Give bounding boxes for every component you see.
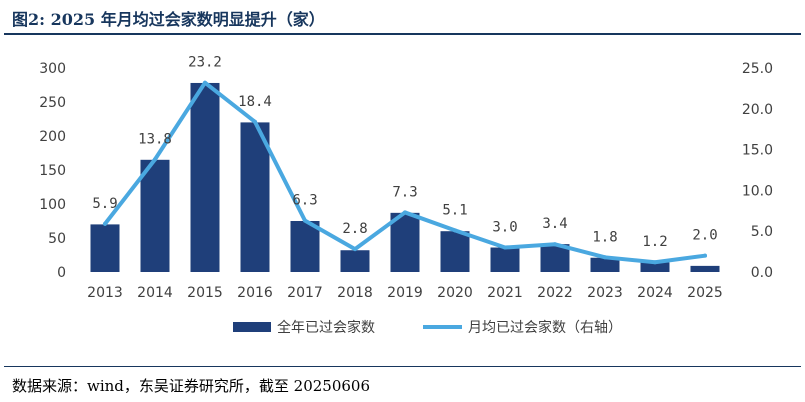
data-label-2022: 3.4: [542, 216, 567, 232]
x-tick-2019: 2019: [387, 285, 423, 301]
right-tick-label: 20.0: [742, 102, 773, 118]
x-tick-2024: 2024: [637, 285, 673, 301]
data-label-2013: 5.9: [92, 196, 117, 212]
data-label-2023: 1.8: [592, 229, 617, 245]
left-tick-label: 50: [48, 231, 66, 247]
left-axis-ticks: 0 50 100 150 200 250 300: [39, 61, 66, 281]
line-point-2023: [603, 255, 607, 260]
bar-2024: [640, 262, 670, 272]
x-tick-2016: 2016: [237, 285, 273, 301]
data-label-2018: 2.8: [342, 221, 367, 237]
line-point-2022: [553, 242, 557, 247]
right-tick-label: 15.0: [742, 143, 773, 159]
source-note: 数据来源：wind，东吴证券研究所，截至 20250606: [12, 377, 371, 395]
bar-2014: [140, 159, 170, 272]
left-tick-label: 200: [39, 129, 66, 145]
left-tick-label: 100: [39, 197, 66, 213]
left-tick-label: 300: [39, 61, 66, 77]
line-point-2017: [303, 218, 307, 223]
legend: 全年已过会家数 月均已过会家数（右轴）: [233, 319, 622, 336]
right-tick-label: 25.0: [742, 61, 773, 77]
data-label-2025: 2.0: [692, 228, 717, 244]
legend-bar-label: 全年已过会家数: [277, 319, 375, 336]
left-tick-label: 150: [39, 163, 66, 179]
right-axis-ticks: 0.0 5.0 10.0 15.0 20.0 25.0: [742, 61, 773, 281]
line-point-2020: [453, 228, 457, 233]
x-tick-2020: 2020: [437, 285, 473, 301]
top-rule: [4, 33, 801, 35]
data-label-2024: 1.2: [642, 234, 667, 250]
data-label-2021: 3.0: [492, 220, 517, 236]
bar-series: [90, 82, 720, 273]
x-tick-2014: 2014: [137, 285, 173, 301]
line-point-2025: [703, 253, 707, 258]
legend-line-label: 月均已过会家数（右轴）: [468, 319, 622, 336]
line-point-2013: [103, 221, 107, 226]
data-label-2014: 13.8: [138, 131, 172, 147]
bar-2016: [240, 122, 270, 273]
line-point-2024: [653, 260, 657, 265]
x-axis-ticks: 2013 2014 2015 2016 2017 2018 2019 2020 2021 2022…: [87, 285, 723, 301]
line-point-2019: [403, 210, 407, 215]
x-tick-2025: 2025: [687, 285, 723, 301]
bar-2025: [690, 265, 720, 272]
figure-title: 图2: 2025 年月均过会家数明显提升（家）: [12, 10, 325, 29]
data-label-2015: 23.2: [188, 55, 222, 71]
data-label-2017: 6.3: [292, 193, 317, 209]
bar-2013: [90, 224, 120, 272]
bar-2015: [190, 82, 220, 273]
x-tick-2013: 2013: [87, 285, 123, 301]
bar-2023: [590, 257, 620, 272]
x-tick-2023: 2023: [587, 285, 623, 301]
bar-2018: [340, 250, 370, 272]
right-tick-label: 5.0: [751, 224, 773, 240]
data-label-2016: 18.4: [238, 94, 272, 110]
line-series: [103, 80, 707, 265]
bar-2020: [440, 231, 470, 272]
x-tick-2015: 2015: [187, 285, 223, 301]
x-tick-2018: 2018: [337, 285, 373, 301]
bar-2017: [290, 221, 320, 272]
line-point-2016: [253, 119, 257, 124]
bar-2019: [390, 212, 420, 272]
x-tick-2017: 2017: [287, 285, 323, 301]
data-label-2020: 5.1: [442, 202, 467, 218]
line-point-2014: [153, 157, 157, 162]
left-tick-label: 0: [57, 265, 66, 281]
legend-bar-swatch: [233, 322, 271, 332]
line-point-2018: [353, 247, 357, 252]
x-tick-2022: 2022: [537, 285, 573, 301]
line-point-2021: [503, 245, 507, 250]
x-tick-2021: 2021: [487, 285, 523, 301]
right-tick-label: 10.0: [742, 183, 773, 199]
data-labels: 5.9 13.8 23.2 18.4 6.3 2.8 7.3 5.1 3.0 3.4 1.8 1.2 2…: [92, 55, 717, 251]
right-tick-label: 0.0: [751, 265, 773, 281]
bar-2021: [490, 247, 520, 272]
line-point-2015: [203, 80, 207, 85]
bottom-rule: [4, 366, 801, 367]
left-tick-label: 250: [39, 95, 66, 111]
data-label-2019: 7.3: [392, 184, 417, 200]
